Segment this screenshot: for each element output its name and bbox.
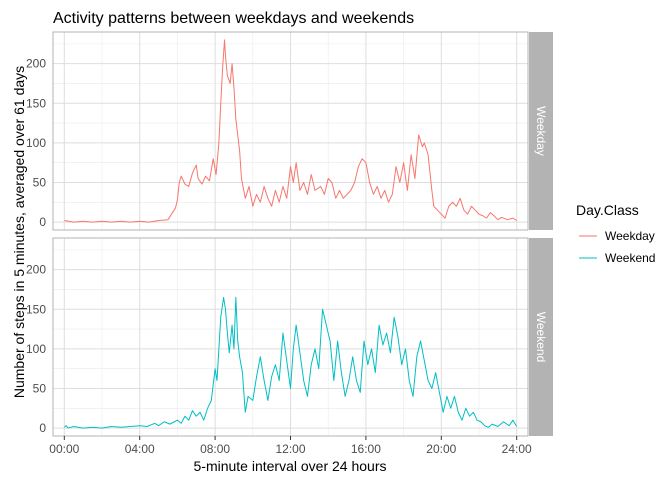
legend-label-weekday: Weekday [605,229,655,243]
series-line-weekday [64,39,517,223]
facet-strip [529,32,553,230]
facet-strip-label: Weekend [534,312,548,362]
y-tick-label: 50 [33,175,47,189]
y-tick-label: 50 [33,381,47,395]
y-tick-label: 100 [26,342,46,356]
x-tick-label: 00:00 [49,442,79,456]
facet-strip [529,238,553,436]
y-axis-title: Number of steps in 5 minutes, averaged o… [11,66,27,398]
facet-panels: 0 50 100 150 200 Weekday 0 50 100 150 200 Weekend [26,31,553,437]
y-tick-label: 200 [26,57,46,71]
x-tick-label: 16:00 [351,442,381,456]
legend-label-weekend: Weekend [605,251,655,265]
y-tick-label: 100 [26,136,46,150]
series-line-weekend [63,296,518,429]
x-tick-label: 12:00 [275,442,305,456]
legend-title: Day.Class [576,202,639,218]
chart-title: Activity patterns between weekdays and w… [53,10,414,27]
x-tick-label: 20:00 [426,442,456,456]
panel-weekend: 0 50 100 150 200 Weekend [26,237,553,437]
y-tick-label: 0 [39,421,46,435]
x-axis-title: 5-minute interval over 24 hours [194,458,387,474]
y-tick-label: 150 [26,302,46,316]
x-tick-label: 04:00 [125,442,155,456]
panel-weekday: 0 50 100 150 200 Weekday [26,31,553,231]
y-tick-label: 150 [26,96,46,110]
x-tick-label: 24:00 [502,442,532,456]
y-tick-label: 200 [26,263,46,277]
x-tick-label: 08:00 [200,442,230,456]
x-axis: 00:00 04:00 08:00 12:00 16:00 20:00 24:00 [49,436,532,456]
y-tick-label: 0 [39,215,46,229]
panel-border [52,31,529,231]
legend: Day.Class Weekday Weekend [576,202,655,265]
facet-strip-label: Weekday [534,106,548,156]
